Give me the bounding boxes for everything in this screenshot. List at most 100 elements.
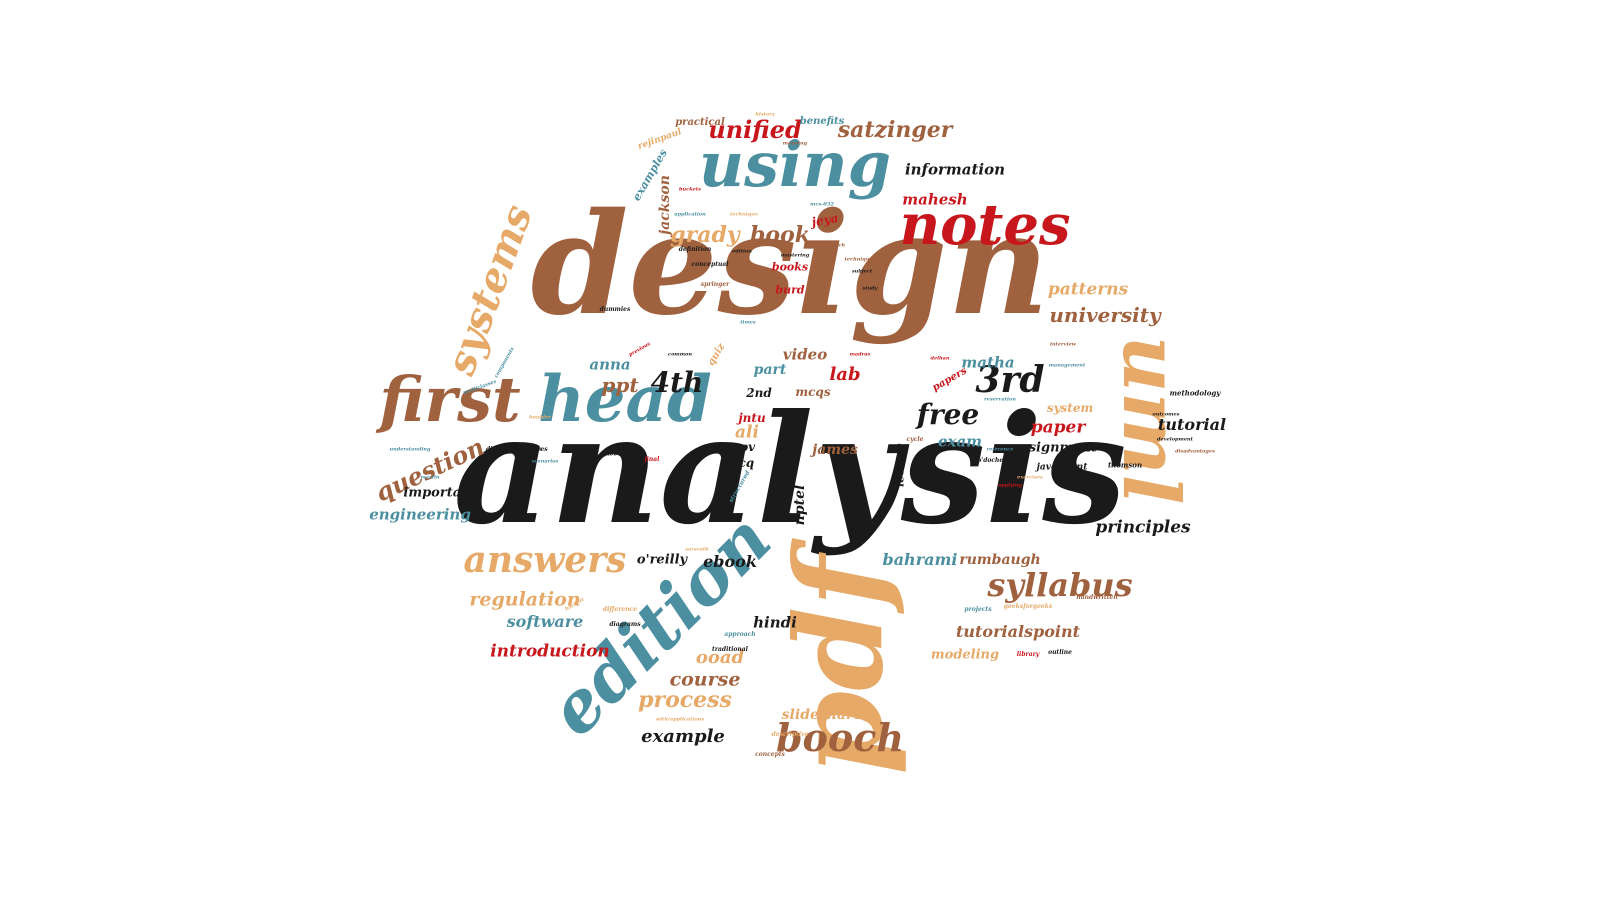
cloud-word: exam [937, 432, 983, 451]
cloud-word: conceptual [691, 261, 729, 268]
cloud-word: lectures [520, 446, 548, 453]
cloud-word: 3rd [975, 359, 1045, 401]
cloud-word: analysis [453, 382, 1127, 558]
cloud-word: example [641, 726, 725, 747]
cloud-word: first [379, 363, 521, 436]
cloud-word: assignment [1012, 440, 1098, 456]
cloud-word: methodology [1169, 388, 1221, 398]
cloud-word: nptel [792, 484, 808, 526]
cloud-word: burd [775, 283, 805, 297]
cloud-word: jackson [657, 175, 673, 235]
cloud-word: notes [899, 192, 1071, 258]
cloud-word: ooad [695, 647, 745, 668]
cloud-word: outline [1048, 649, 1072, 656]
cloud-word: boulder [529, 414, 551, 421]
cloud-word: james [812, 442, 858, 458]
cloud-word: slideshare [781, 707, 863, 723]
cloud-word: reference [986, 446, 1014, 453]
cloud-word: development [1157, 436, 1193, 443]
cloud-word: rgpv [724, 440, 756, 454]
cloud-word: interview [1050, 341, 1076, 348]
cloud-word: university [1049, 303, 1161, 327]
cloud-word: lab [829, 364, 861, 385]
cloud-word: tutorialspoint [955, 622, 1081, 641]
cloud-word: software [506, 612, 584, 631]
cloud-word: geeksforgeeks [1003, 603, 1053, 610]
cloud-word: ppt [601, 373, 639, 397]
cloud-word: dummies [599, 306, 631, 313]
cloud-word: disadvantages [1175, 448, 1215, 455]
cloud-word: definition [678, 246, 712, 253]
cloud-word: mcq [725, 456, 755, 470]
cloud-word: approach [724, 631, 756, 638]
cloud-word: engineering [369, 505, 471, 524]
cloud-word: martin [420, 474, 440, 481]
cloud-word: patterns [1047, 279, 1129, 300]
cloud-word: booch [775, 715, 905, 760]
cloud-word: lecture [893, 443, 907, 487]
cloud-word: design [530, 183, 1050, 347]
cloud-word: javatpoint [1036, 462, 1088, 473]
cloud-word: outcomes [1152, 411, 1180, 418]
cloud-word: mcqs [795, 385, 831, 399]
cloud-word: important [403, 485, 477, 501]
cloud-word: answers [463, 539, 627, 581]
cloud-word: study [862, 285, 878, 292]
cloud-word: information [904, 160, 1006, 179]
cloud-word: benefits [799, 116, 845, 127]
cloud-word: process [638, 687, 732, 713]
cloud-word: reservation [984, 396, 1016, 403]
cloud-word: know [602, 451, 618, 458]
cloud-word: management [1048, 362, 1086, 369]
cloud-word: subject [851, 268, 873, 275]
cloud-word: concepts [755, 751, 785, 758]
cloud-word: system [1046, 401, 1094, 415]
cloud-word: thomson [1107, 460, 1143, 470]
cloud-word: books [771, 260, 809, 274]
cloud-word: syllabus [987, 566, 1133, 604]
cloud-word: technique [729, 211, 759, 218]
cloud-word: anna [589, 355, 631, 374]
cloud-word: o'reilly [636, 552, 688, 568]
cloud-word: unified [708, 115, 802, 144]
cloud-word: difference [602, 606, 638, 613]
cloud-word: paper [1030, 417, 1086, 438]
cloud-word: hindi [753, 613, 797, 632]
cloud-word: research [820, 242, 846, 249]
cloud-word: history [755, 111, 775, 118]
cloud-word: exercises [1017, 474, 1043, 481]
cloud-word: mahesh [902, 190, 968, 209]
cloud-word: o'docherty [977, 457, 1013, 464]
cloud-word: diagrams [609, 621, 641, 628]
cloud-word: application [674, 211, 706, 218]
cloud-word: regulation [469, 588, 581, 611]
cloud-word: tutorial [1157, 415, 1227, 434]
cloud-word: times [740, 319, 756, 326]
cloud-word: final [644, 456, 660, 463]
cloud-word: part [753, 362, 787, 378]
cloud-word: mcs-032 [810, 201, 834, 208]
cloud-word: with/applications [655, 716, 705, 723]
cloud-word: techniques [844, 256, 876, 263]
cloud-word: systems [437, 198, 542, 382]
cloud-word: meaning [782, 140, 808, 147]
cloud-word: grady [670, 222, 740, 248]
cloud-word: traditional [712, 646, 748, 653]
cloud-word: library [1016, 651, 1040, 658]
cloud-word: modeling [930, 647, 1000, 663]
cloud-word: video [782, 345, 828, 364]
cloud-word: principles [1095, 517, 1191, 538]
cloud-word: head [538, 362, 712, 437]
cloud-word: mastering [780, 252, 810, 259]
cloud-word: lectures [518, 446, 542, 453]
cloud-word: rumbaugh [959, 552, 1041, 568]
cloud-word: scenarios [531, 458, 559, 465]
cloud-word: edition [732, 248, 752, 255]
cloud-word: diagram [486, 446, 514, 453]
cloud-word: projects [964, 606, 992, 613]
cloud-word: applying [997, 482, 1023, 489]
cloud-word: jntu [738, 411, 766, 425]
cloud-word: sarsvath [685, 546, 709, 553]
cloud-word: delhan [930, 355, 950, 362]
